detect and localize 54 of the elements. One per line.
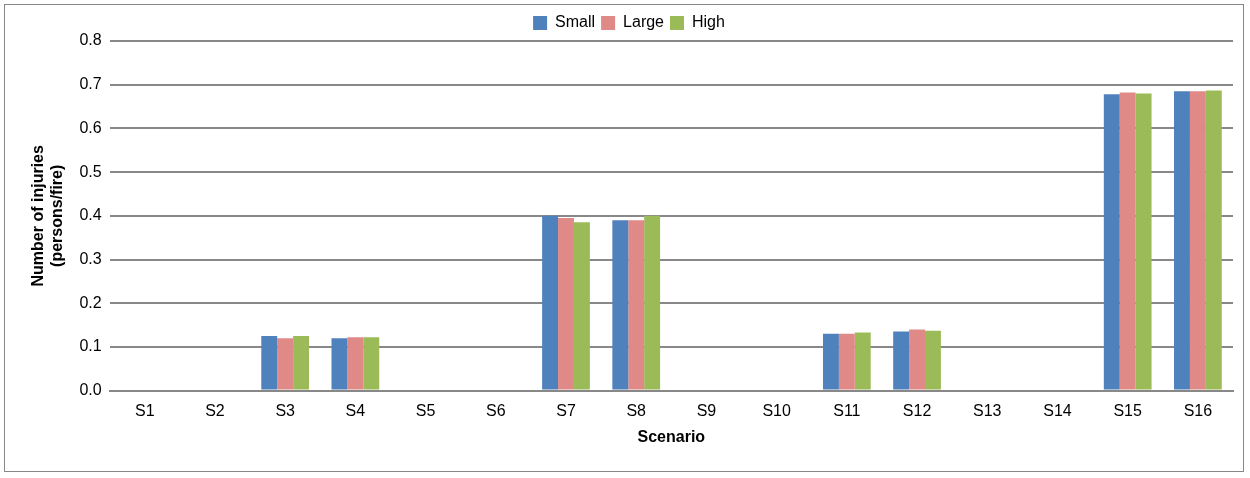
bar	[1189, 91, 1206, 390]
bar	[1174, 91, 1190, 390]
bar	[363, 337, 380, 390]
bar	[261, 335, 278, 390]
x-tick-label: S9	[696, 401, 717, 419]
legend-label: Small	[555, 13, 596, 31]
y-tick-label: 0.4	[79, 206, 102, 224]
bar	[909, 329, 926, 390]
y-tick-label: 0.1	[79, 337, 102, 355]
legend-label: High	[692, 13, 725, 31]
bar	[1103, 94, 1120, 390]
x-axis-title: Scenario	[637, 427, 706, 445]
x-tick-label: S8	[626, 401, 647, 419]
bar	[277, 338, 294, 390]
x-tick-label: S7	[556, 401, 576, 419]
x-tick-label: S1	[134, 401, 155, 419]
y-tick-label: 0.7	[79, 75, 102, 93]
bar	[893, 331, 910, 390]
x-tick-label: S12	[902, 401, 932, 419]
bar	[331, 338, 348, 390]
x-tick-label: S10	[762, 401, 791, 419]
bar	[542, 215, 559, 390]
bar	[854, 332, 871, 390]
y-tick-label: 0.2	[79, 293, 102, 311]
bar	[573, 222, 590, 390]
bar	[347, 337, 364, 390]
bar	[558, 217, 574, 390]
x-tick-label: S4	[345, 401, 366, 419]
x-tick-label: S14	[1043, 401, 1072, 419]
bar	[628, 220, 645, 390]
bar	[293, 335, 310, 390]
bar	[822, 333, 839, 390]
bar	[838, 333, 855, 390]
bar	[612, 220, 629, 390]
y-tick-label: 0.6	[79, 118, 102, 136]
y-tick-label: 0.8	[79, 31, 102, 49]
bar	[644, 215, 661, 390]
bar	[925, 330, 941, 390]
y-tick-label: 0.0	[79, 381, 102, 399]
bar	[1119, 92, 1136, 390]
y-axis-title: Number of injuries (persons/fire)	[29, 145, 66, 287]
x-tick-label: S11	[833, 401, 861, 419]
x-tick-label: S2	[205, 401, 225, 419]
bar	[1205, 90, 1222, 390]
x-tick-label: S15	[1113, 401, 1143, 419]
y-tick-label: 0.5	[79, 162, 102, 180]
legend-label: Large	[623, 13, 665, 31]
x-tick-label: S5	[415, 401, 436, 419]
bar	[1135, 93, 1152, 390]
x-tick-label: S6	[486, 401, 506, 419]
x-tick-label: S3	[275, 401, 296, 419]
y-tick-label: 0.3	[79, 249, 102, 267]
x-tick-label: S16	[1183, 401, 1213, 419]
x-tick-label: S13	[973, 401, 1002, 419]
